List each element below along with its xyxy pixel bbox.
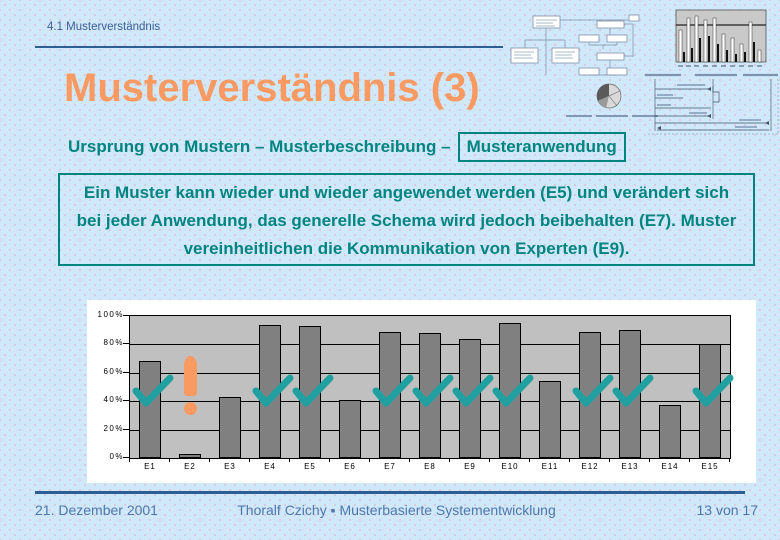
x-axis-tick: [169, 458, 170, 462]
check-mark-icon: [612, 374, 654, 407]
x-axis-label: E2: [184, 462, 196, 471]
subtitle-boxed-term: Musteranwendung: [457, 132, 626, 162]
chart-plot-area: [129, 315, 731, 459]
x-axis-tick: [329, 458, 330, 462]
check-mark-icon: [692, 374, 734, 407]
x-axis-label: E6: [344, 462, 356, 471]
class-diagram-thumbnail: [510, 14, 640, 76]
statement-box: Ein Muster kann wieder und wieder angewe…: [58, 173, 755, 266]
x-axis-tick: [569, 458, 570, 462]
x-axis-tick: [129, 458, 130, 462]
x-axis-tick: [489, 458, 490, 462]
x-axis-tick: [529, 458, 530, 462]
x-axis-tick: [249, 458, 250, 462]
y-axis-tick: [123, 343, 129, 344]
y-axis-label: 20%: [103, 424, 124, 433]
header-divider: [35, 46, 503, 48]
x-axis-label: E1: [144, 462, 156, 471]
x-axis-tick: [729, 458, 730, 462]
x-axis-label: E7: [384, 462, 396, 471]
x-axis-label: E8: [424, 462, 436, 471]
check-mark-icon: [372, 374, 414, 407]
y-axis-label: 100%: [97, 310, 124, 319]
x-axis-label: E10: [501, 462, 519, 471]
bar-E6: [339, 400, 361, 458]
y-axis-label: 80%: [103, 338, 124, 347]
x-axis-label: E13: [621, 462, 639, 471]
x-axis-label: E12: [581, 462, 599, 471]
x-axis-tick: [369, 458, 370, 462]
x-axis-tick: [649, 458, 650, 462]
y-axis-label: 40%: [103, 395, 124, 404]
check-mark-icon: [132, 374, 174, 407]
x-axis-label: E4: [264, 462, 276, 471]
x-axis-tick: [409, 458, 410, 462]
x-axis-label: E15: [701, 462, 719, 471]
check-mark-icon: [412, 374, 454, 407]
footer-author: Thoralf Czichy ▪ Musterbasierte Systemen…: [237, 502, 556, 518]
bar-E1: [139, 361, 161, 458]
x-axis-label: E9: [464, 462, 476, 471]
x-axis-label: E5: [304, 462, 316, 471]
y-axis-tick: [123, 457, 129, 458]
pie-chart-thumbnail: [566, 83, 658, 117]
footer-page-number: 13 von 17: [696, 502, 759, 518]
footer-date: 21. Dezember 2001: [35, 502, 158, 518]
check-mark-icon: [492, 374, 534, 407]
y-axis-tick: [123, 400, 129, 401]
footer-divider: [35, 491, 745, 494]
x-axis-label: E11: [541, 462, 559, 471]
x-axis-label: E14: [661, 462, 679, 471]
x-axis-label: E3: [224, 462, 236, 471]
subtitle: Ursprung von Mustern – Musterbeschreibun…: [68, 131, 626, 163]
check-mark-icon: [452, 374, 494, 407]
exclamation-mark-icon: [183, 356, 197, 415]
check-mark-icon: [292, 374, 334, 407]
subtitle-text: Ursprung von Mustern – Musterbeschreibun…: [68, 137, 451, 156]
bar-chart-thumbnail: [675, 9, 767, 67]
x-axis-tick: [609, 458, 610, 462]
x-axis-tick: [209, 458, 210, 462]
y-axis-tick: [123, 429, 129, 430]
x-axis-tick: [689, 458, 690, 462]
bar-E2: [179, 454, 201, 458]
footer: 21. Dezember 2001 Thoralf Czichy ▪ Muste…: [35, 502, 758, 518]
slide-title: Musterverständnis (3): [64, 66, 480, 110]
chart: 0% 20% 40% 60% 80% 100% E1 E2 E3 E4 E5 E6 E7 E8 E9 E10 E…: [87, 300, 756, 483]
check-mark-icon: [572, 374, 614, 407]
sequence-diagram-thumbnail: [645, 73, 779, 135]
y-axis-tick: [123, 315, 129, 316]
x-axis-tick: [289, 458, 290, 462]
bar-E3: [219, 397, 241, 458]
slide-section-header: 4.1 Musterverständnis: [47, 21, 161, 33]
check-mark-icon: [252, 374, 294, 407]
x-axis-tick: [449, 458, 450, 462]
y-axis-label: 60%: [103, 367, 124, 376]
y-axis-tick: [123, 372, 129, 373]
y-axis-label: 0%: [109, 452, 124, 461]
bar-E14: [659, 405, 681, 458]
bar-E11: [539, 381, 561, 458]
